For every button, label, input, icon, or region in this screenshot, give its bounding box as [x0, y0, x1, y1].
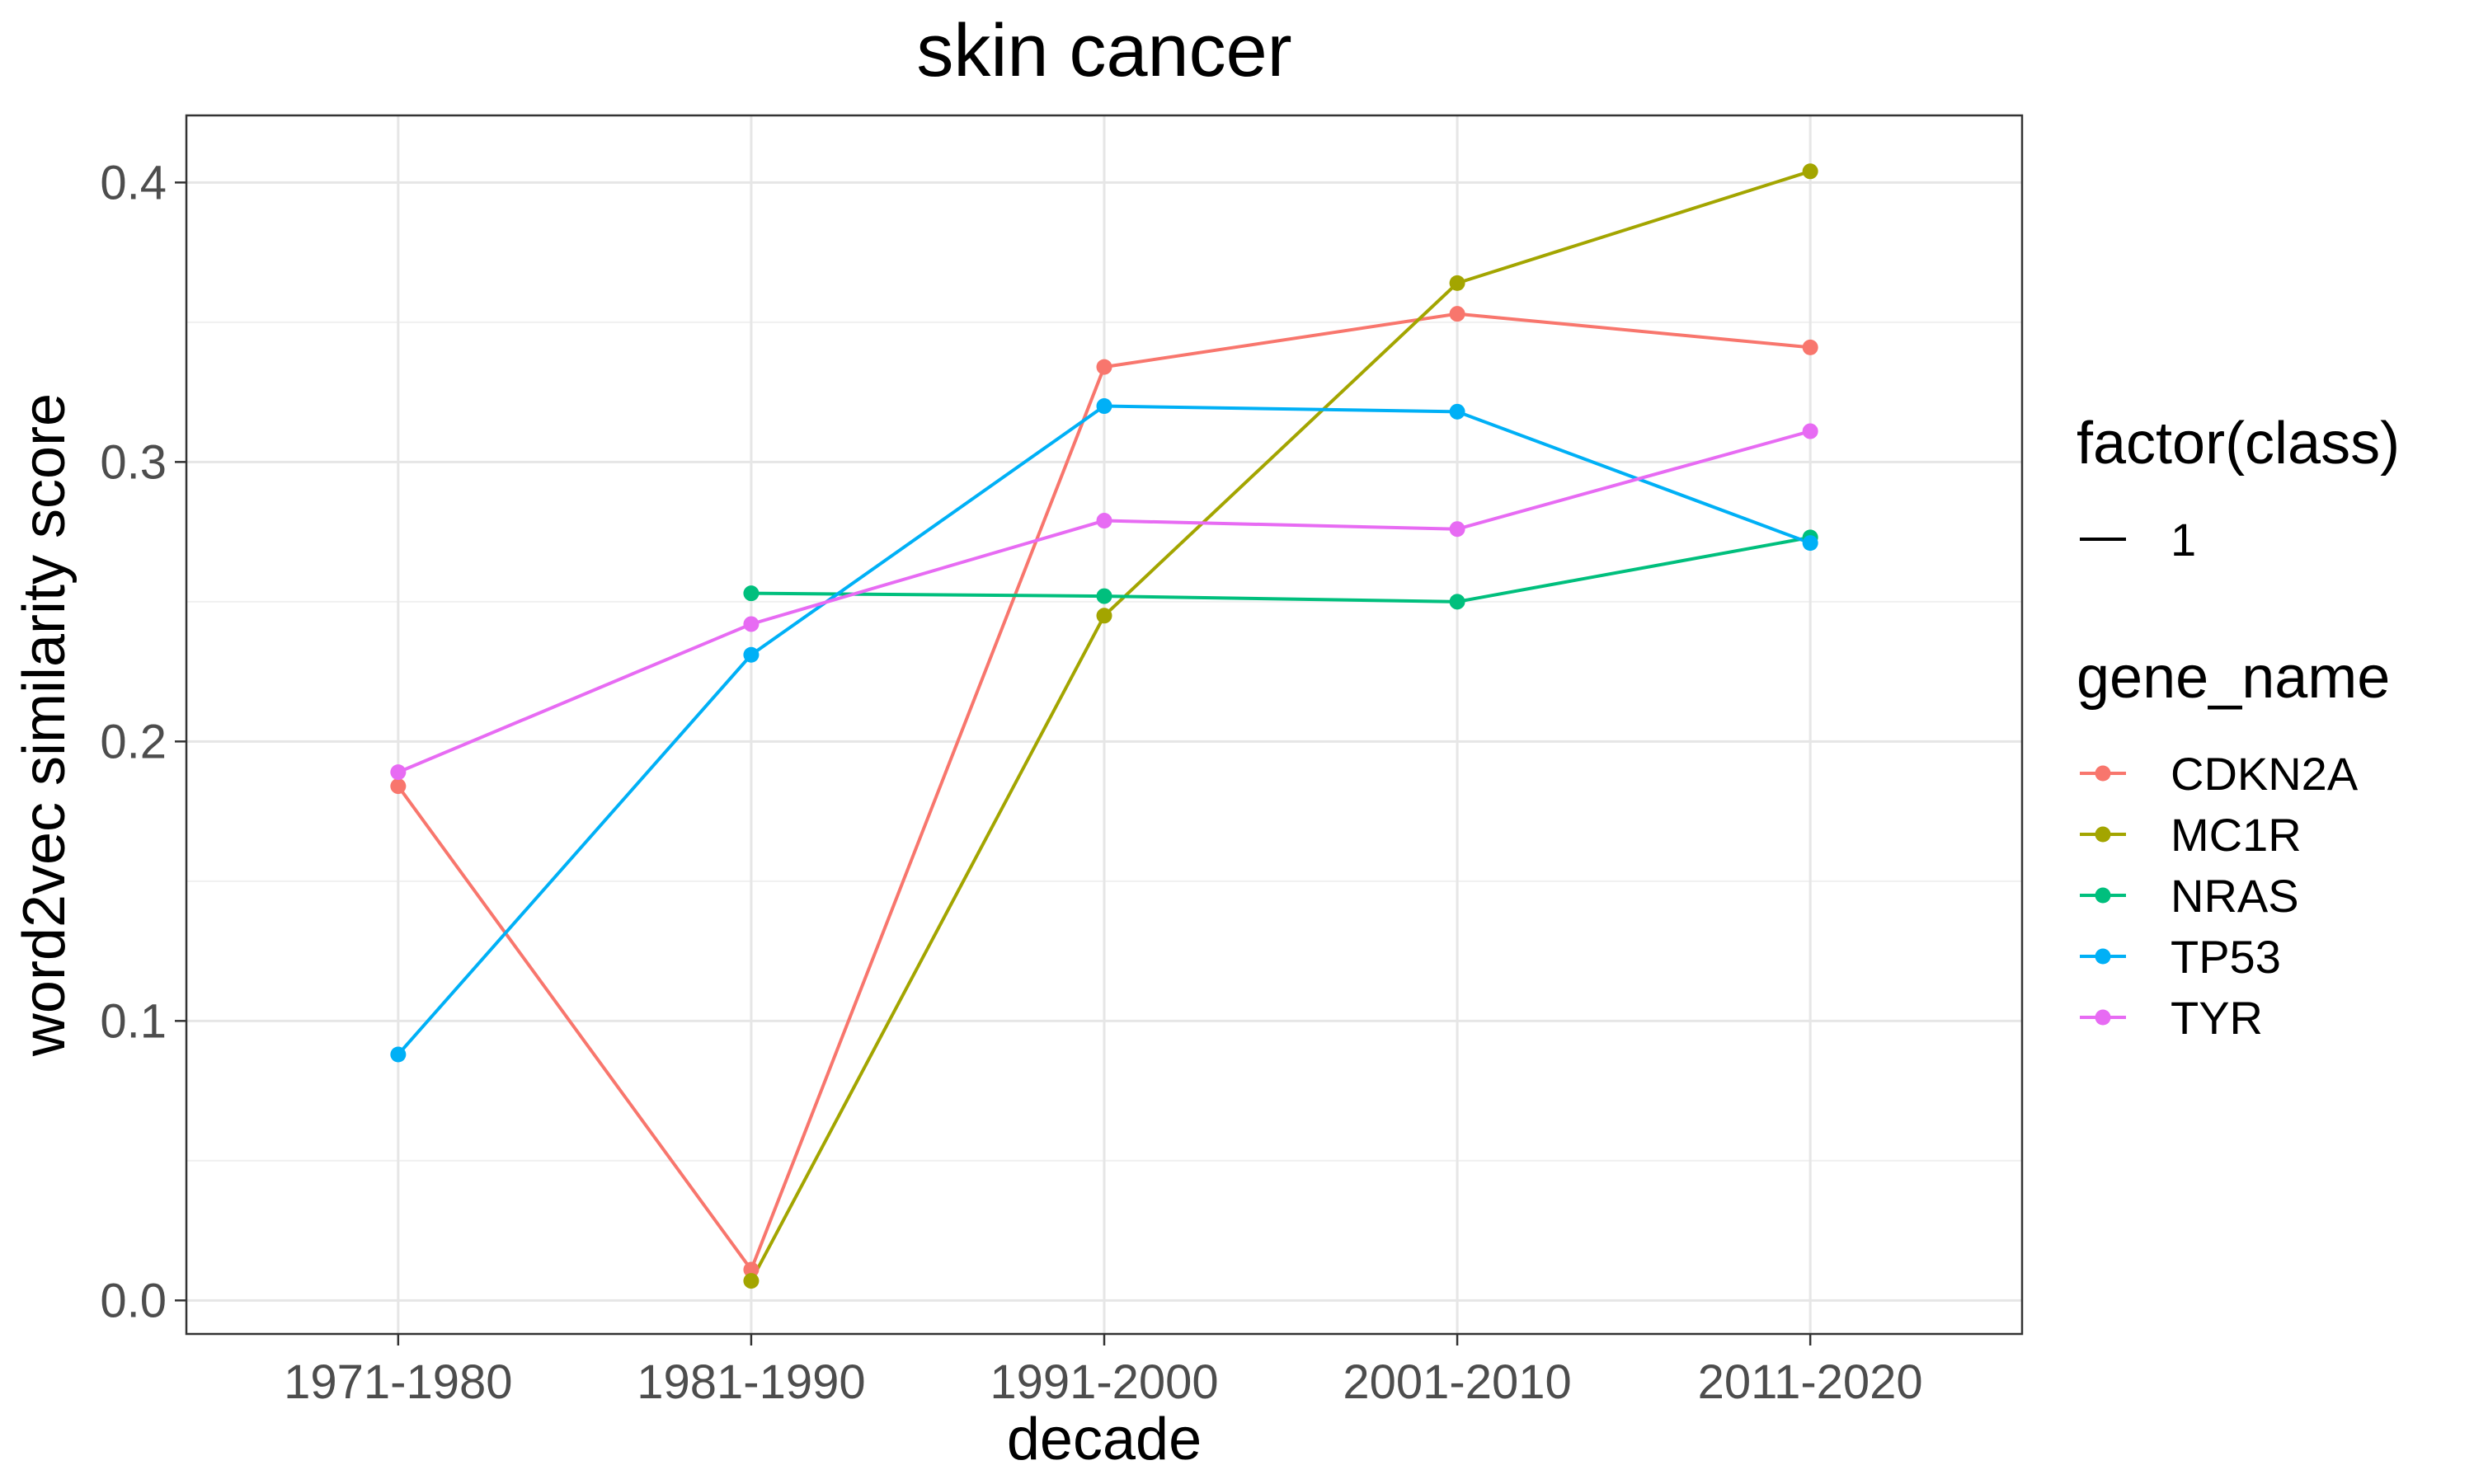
data-point-nras [1096, 588, 1112, 604]
legend: factor(class) 1 gene_name CDKN2A MC1R NRAS… [2077, 411, 2400, 1044]
data-point-tyr [1449, 521, 1465, 538]
x-axis-ticks: 1971-1980 1981-1990 1991-2000 2001-2010 2011… [284, 1334, 1923, 1409]
chart-title: skin cancer [916, 10, 1291, 92]
data-point-tyr [1802, 423, 1818, 439]
data-point-mc1r [1096, 608, 1112, 624]
data-point-cdkn2a [1449, 306, 1465, 322]
data-point-tp53 [743, 646, 760, 663]
y-axis-title: word2vec similarity score [12, 393, 78, 1057]
legend-key-point-tyr [2095, 1009, 2111, 1026]
legend-linetype-entries: 1 [2080, 514, 2196, 566]
data-point-tp53 [1449, 403, 1465, 420]
legend-key-point-nras [2095, 887, 2111, 904]
legend-label-mc1r: MC1R [2171, 809, 2302, 861]
data-point-cdkn2a [743, 1261, 760, 1278]
y-tick-label: 0.3 [100, 435, 167, 489]
x-tick-label: 2011-2020 [1698, 1355, 1923, 1409]
x-axis-title: decade [1007, 1407, 1202, 1472]
data-point-tyr [390, 764, 407, 781]
legend-color-entries: CDKN2A MC1R NRAS TP53 TYR [2080, 748, 2359, 1044]
legend-key-point-tp53 [2095, 948, 2111, 965]
data-point-mc1r [1802, 163, 1818, 180]
data-point-cdkn2a [1802, 339, 1818, 355]
data-point-cdkn2a [1096, 359, 1112, 375]
data-point-mc1r [1449, 275, 1465, 291]
series-points [390, 163, 1818, 1289]
data-point-mc1r [743, 1273, 760, 1289]
x-tick-label: 2001-2010 [1343, 1355, 1571, 1409]
data-point-tp53 [390, 1046, 407, 1063]
legend-key-point-cdkn2a [2095, 765, 2111, 782]
legend-title-gene: gene_name [2077, 645, 2390, 711]
major-gridlines [186, 115, 2022, 1334]
data-point-tyr [1096, 513, 1112, 529]
x-tick-label: 1991-2000 [990, 1355, 1218, 1409]
y-tick-label: 0.1 [100, 994, 167, 1048]
data-point-nras [743, 585, 760, 602]
data-point-tyr [743, 616, 760, 632]
x-tick-label: 1971-1980 [284, 1355, 512, 1409]
data-point-tp53 [1802, 535, 1818, 552]
legend-label-cdkn2a: CDKN2A [2171, 748, 2359, 800]
y-tick-label: 0.2 [100, 715, 167, 768]
legend-linetype-label: 1 [2171, 514, 2196, 566]
series-line-mc1r [750, 169, 1811, 1282]
legend-label-nras: NRAS [2171, 870, 2299, 922]
legend-title-class: factor(class) [2077, 411, 2400, 477]
data-point-tp53 [1096, 398, 1112, 415]
y-tick-label: 0.0 [100, 1274, 167, 1327]
data-point-cdkn2a [390, 778, 407, 795]
y-tick-label: 0.4 [100, 156, 167, 209]
legend-key-point-mc1r [2095, 826, 2111, 843]
data-point-nras [1449, 594, 1465, 610]
x-tick-label: 1981-1990 [637, 1355, 865, 1409]
legend-label-tyr: TYR [2171, 992, 2263, 1044]
legend-label-tp53: TP53 [2171, 931, 2281, 983]
series-line-nras [750, 535, 1811, 603]
y-axis-ticks: 0.0 0.1 0.2 0.3 0.4 [100, 156, 186, 1327]
